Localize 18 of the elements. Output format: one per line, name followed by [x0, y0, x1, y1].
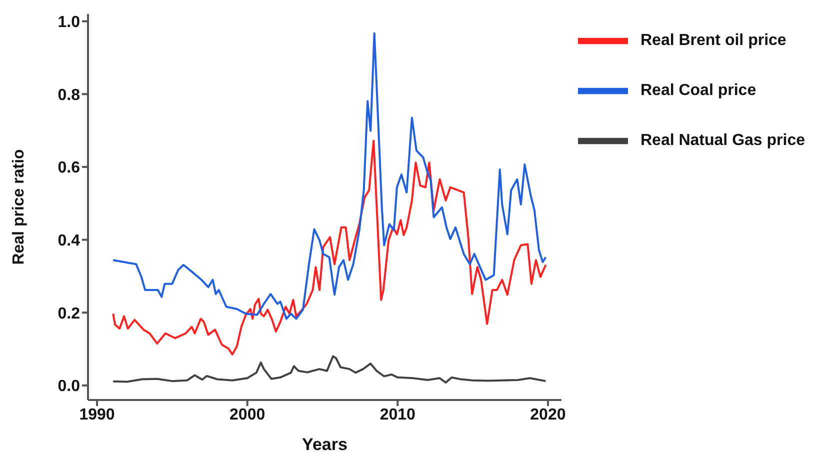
x-axis-title: Years: [302, 435, 348, 454]
y-tick-label: 0.6: [58, 160, 80, 177]
y-tick-label: 1.0: [58, 14, 80, 31]
y-tick-label: 0.8: [58, 86, 80, 104]
x-tick-label: 2010: [380, 406, 416, 424]
y-tick-label: 0.0: [58, 378, 80, 396]
legend-label: Real Natual Gas price: [640, 132, 805, 150]
line-series: [112, 32, 547, 320]
y-axis-title: Real price ratio: [10, 148, 28, 265]
x-tick-label: 2000: [230, 406, 266, 424]
y-tick-label: 0.4: [58, 232, 80, 250]
y-tick-label: 0.2: [58, 305, 80, 322]
x-tick-label: 1990: [79, 406, 115, 424]
legend-label: Real Brent oil price: [640, 32, 786, 50]
x-tick-label: 2020: [530, 406, 566, 424]
line-series: [112, 355, 547, 384]
line-series: [112, 140, 547, 356]
legend-label: Real Coal price: [640, 82, 756, 100]
